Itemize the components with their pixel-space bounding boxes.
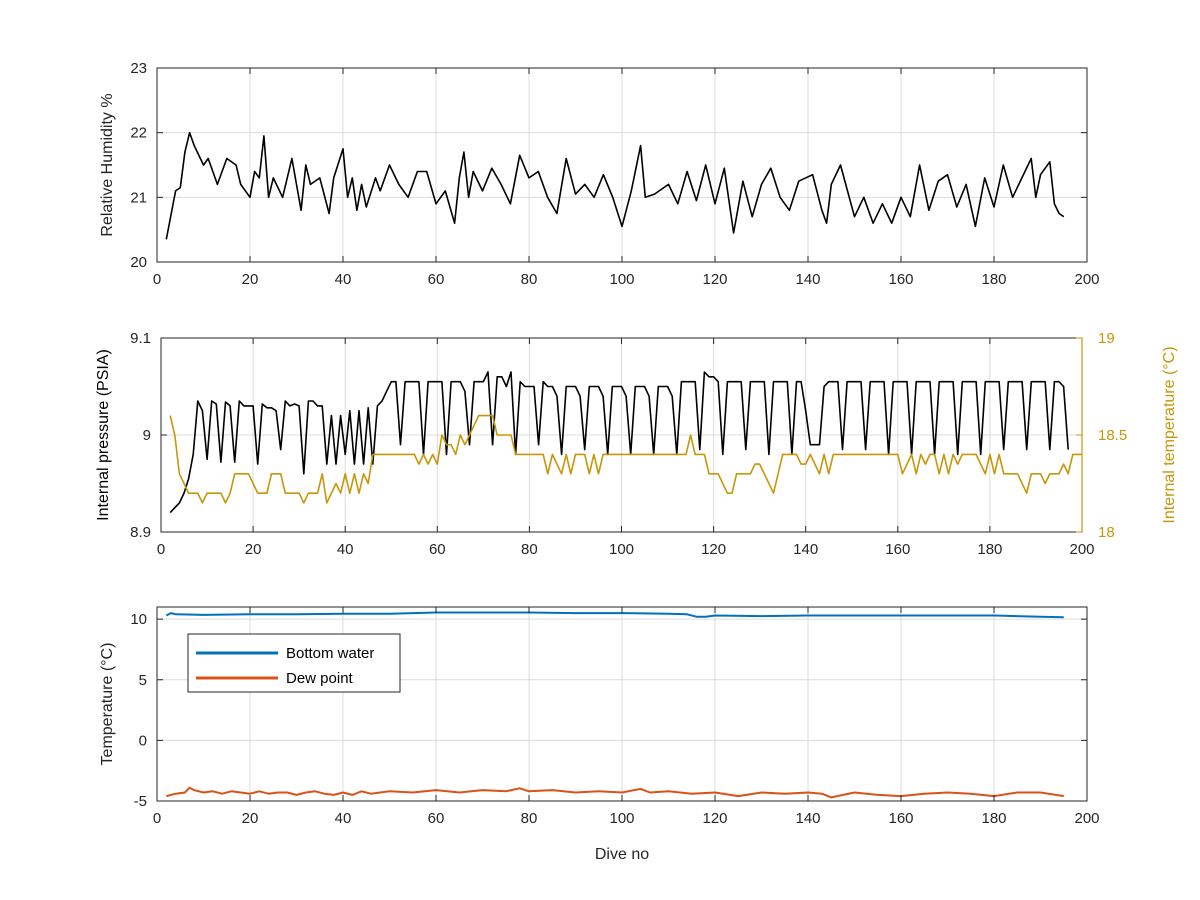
x-tick-label: 0 [157,541,165,558]
x-tick-label: 20 [242,271,259,288]
legend-label: Dew point [286,670,354,687]
y-tick-label: 8.9 [130,524,151,541]
y-tick-label: 23 [130,60,147,77]
y-axis-label: Temperature (°C) [99,643,116,766]
y-tick-label: -5 [134,793,147,810]
x-tick-label: 20 [242,810,259,827]
x-tick-label: 100 [609,541,634,558]
y-tick-label: 20 [130,254,147,271]
right-y-tick-label: 18 [1098,524,1115,541]
x-axis-label: Dive no [595,846,649,863]
x-tick-label: 60 [429,541,446,558]
x-tick-label: 160 [888,271,913,288]
x-tick-label: 100 [609,810,634,827]
x-tick-label: 140 [795,271,820,288]
internal-temperature-line [169,414,1082,504]
x-tick-label: 40 [335,271,352,288]
x-tick-label: 180 [981,810,1006,827]
x-tick-label: 180 [981,271,1006,288]
x-tick-label: 140 [795,810,820,827]
y-tick-label: 5 [139,672,147,689]
pressure-panel: 0 20 40 60 80 100 120 140 160 180 200 8.9 9 9.1 18 18.5… [95,330,1178,558]
x-tick-label: 40 [335,810,352,827]
humidity-panel: 0 20 40 60 80 100 120 140 160 180 200 20 21 22 23 Relat… [99,60,1100,288]
x-tick-label: 0 [153,810,161,827]
y-tick-label: 9.1 [130,330,151,347]
x-tick-label: 160 [885,541,910,558]
right-y-tick-label: 18.5 [1098,427,1127,444]
pressure-line [169,371,1069,514]
x-tick-label: 200 [1074,271,1099,288]
y-tick-label: 22 [130,125,147,142]
legend-box [187,633,401,693]
y-axis-label: Relative Humidity % [99,93,116,236]
temperature-panel: 0 20 40 60 80 100 120 140 160 180 200 -5 0 5 10 Tempera… [99,606,1100,863]
x-tick-label: 200 [1074,810,1099,827]
x-tick-label: 120 [702,810,727,827]
legend: Bottom water Dew point [187,633,401,693]
x-tick-label: 60 [428,810,445,827]
x-tick-label: 20 [245,541,262,558]
x-tick-label: 0 [153,271,161,288]
x-tick-label: 100 [609,271,634,288]
x-tick-label: 200 [1069,541,1094,558]
y-tick-label: 9 [143,427,151,444]
bottom-water-line [165,611,1064,619]
x-tick-label: 160 [888,810,913,827]
legend-label: Bottom water [286,645,374,662]
x-tick-label: 80 [521,541,538,558]
y-axis-label: Internal pressure (PSIA) [95,349,112,521]
y-tick-label: 21 [130,189,147,206]
x-tick-label: 80 [521,271,538,288]
right-y-tick-label: 19 [1098,330,1115,347]
right-y-axis-label: Internal temperature (°C) [1161,346,1178,523]
x-tick-label: 120 [701,541,726,558]
x-tick-label: 120 [702,271,727,288]
x-tick-label: 60 [428,271,445,288]
dew-point-line [166,786,1064,799]
x-tick-label: 140 [793,541,818,558]
x-tick-label: 180 [977,541,1002,558]
y-tick-label: 0 [139,732,147,749]
y-tick-label: 10 [130,611,147,628]
x-tick-label: 80 [521,810,538,827]
x-tick-label: 40 [337,541,354,558]
humidity-line [165,131,1065,240]
